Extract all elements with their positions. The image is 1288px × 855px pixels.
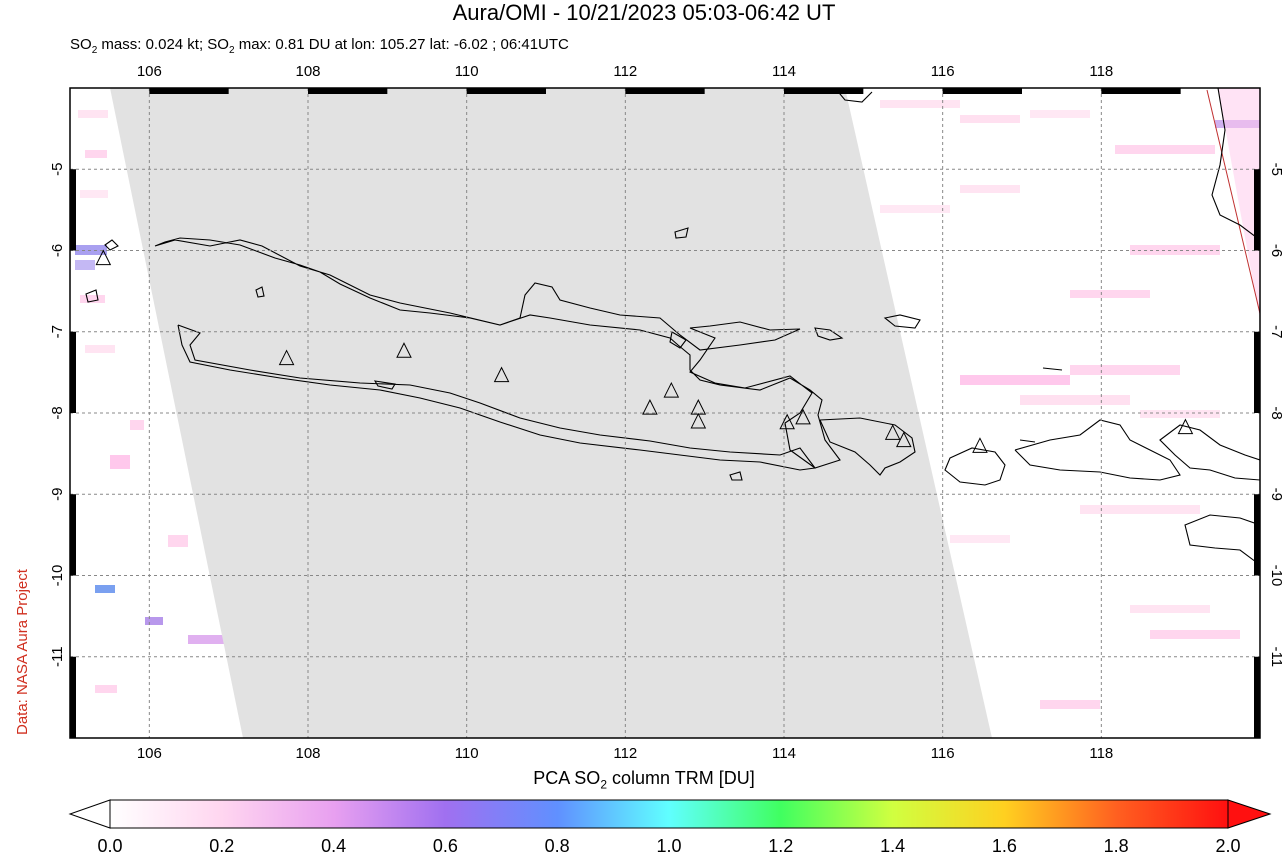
lat-tick-label-left: -7	[49, 325, 66, 338]
colorbar-min-arrow	[68, 799, 111, 829]
so2-summary-sub: 2	[91, 45, 98, 56]
lon-tick-label-bottom: 118	[1089, 745, 1113, 762]
frame-bar-top	[625, 88, 705, 94]
map-title: Aura/OMI - 10/21/2023 05:03-06:42 UT	[452, 0, 836, 25]
lon-tick-label-top: 118	[1089, 63, 1113, 80]
frame-bar-right	[1254, 169, 1260, 251]
volcano-marker	[779, 413, 795, 430]
lon-tick-label-top: 116	[931, 63, 955, 80]
frame-bar-top	[308, 88, 388, 94]
lat-tick-label-left: -8	[49, 406, 66, 419]
lon-tick-label-bottom: 108	[295, 745, 320, 762]
lat-tick-label-left: -11	[49, 646, 66, 667]
lat-tick-label-right: -9	[1268, 488, 1285, 501]
frame-bar-top	[942, 88, 1022, 94]
so2-summary-prefix: SO	[70, 36, 92, 53]
volcano-marker	[493, 366, 510, 383]
colorbar-tick-label: 1.4	[880, 836, 905, 855]
lat-tick-label-right: -8	[1268, 406, 1285, 419]
colorbar-title-prefix: PCA SO	[533, 768, 601, 788]
lat-tick-label-left: -6	[49, 244, 66, 257]
lon-tick-label-top: 108	[295, 63, 320, 80]
lon-tick-label-bottom: 110	[455, 745, 479, 762]
frame-bar-right	[1254, 494, 1260, 576]
volcano-marker	[642, 399, 658, 415]
axis-labels: 106 106 108 108 110 110 112 112 114 114 116 116 118 1…	[49, 63, 1285, 762]
lat-tick-label-right: -6	[1268, 244, 1285, 257]
colorbar-title: PCA SO2 column TRM [DU]	[0, 768, 1288, 792]
colorbar: 0.0 0.2 0.4 0.6 0.8 1.0 1.2 1.4 1.6 1.8 2.0	[68, 799, 1272, 855]
lon-tick-label-bottom: 112	[613, 745, 637, 762]
so2-summary: SO2 mass: 0.024 kt; SO2 max: 0.81 DU at …	[70, 36, 569, 56]
volcano-marker	[690, 412, 707, 429]
lon-tick-label-bottom: 114	[772, 745, 796, 762]
frame-bar-top	[784, 88, 864, 94]
volcano-marker	[663, 381, 680, 398]
frame-bars	[70, 88, 1260, 738]
volcano-marker	[884, 424, 901, 440]
lon-tick-label-bottom: 116	[931, 745, 955, 762]
high-so2-strip	[1218, 88, 1260, 320]
lon-tick-label-top: 114	[772, 63, 796, 80]
lat-tick-label-right: -10	[1268, 565, 1285, 587]
lon-tick-label-top: 110	[455, 63, 479, 80]
volcano-marker	[278, 349, 295, 366]
frame-bar-right	[1254, 656, 1260, 738]
frame-bar-top	[466, 88, 546, 94]
so2-summary-rest: max: 0.81 DU at lon: 105.27 lat: -6.02 ;…	[234, 36, 569, 53]
colorbar-tick-label: 0.0	[97, 836, 122, 855]
colorbar-tick-label: 0.6	[433, 836, 458, 855]
volcano-marker	[972, 437, 988, 453]
coastlines	[85, 88, 1260, 566]
colorbar-tick-label: 0.4	[321, 836, 346, 855]
volcano-markers	[95, 249, 1194, 453]
colorbar-tick-label: 1.0	[656, 836, 681, 855]
lat-tick-label-left: -5	[49, 163, 66, 176]
volcano-marker	[895, 431, 912, 448]
colorbar-tick-label: 0.8	[545, 836, 570, 855]
colorbar-tick-label: 1.2	[768, 836, 793, 855]
graticule	[70, 88, 1260, 738]
lat-tick-label-right: -5	[1268, 163, 1285, 176]
volcano-marker	[396, 342, 412, 358]
colorbar-gradient	[109, 799, 1229, 829]
lat-tick-label-left: -10	[49, 565, 66, 587]
so2-summary-sub2: 2	[228, 45, 235, 56]
lat-tick-label-right: -11	[1268, 646, 1285, 667]
lon-tick-label-top: 112	[613, 63, 637, 80]
volcano-marker	[1177, 418, 1194, 435]
frame-bar-top	[1101, 88, 1181, 94]
colorbar-tick-label: 2.0	[1215, 836, 1240, 855]
colorbar-title-sub: 2	[600, 777, 607, 792]
frame-bar-right	[1254, 331, 1260, 413]
frame-bar-left	[70, 331, 76, 413]
so2-summary-mid: mass: 0.024 kt; SO	[97, 36, 229, 53]
colorbar-max-arrow	[1227, 799, 1272, 829]
colorbar-tick-label: 1.8	[1104, 836, 1129, 855]
lat-tick-label-right: -7	[1268, 325, 1285, 338]
frame-bar-left	[70, 494, 76, 576]
lon-tick-label-top: 106	[137, 63, 162, 80]
lon-tick-label-bottom: 106	[137, 745, 162, 762]
frame-bar-top	[149, 88, 229, 94]
volcano-marker	[95, 249, 112, 266]
colorbar-tick-label: 1.6	[992, 836, 1017, 855]
frame-bar-left	[70, 169, 76, 251]
orbit-edge-line	[1206, 89, 1260, 316]
colorbar-tick-label: 0.2	[209, 836, 234, 855]
volcano-marker	[795, 408, 811, 425]
lat-tick-label-left: -9	[49, 488, 66, 501]
frame-bar-left	[70, 656, 76, 738]
colorbar-title-rest: column TRM [DU]	[607, 768, 755, 788]
